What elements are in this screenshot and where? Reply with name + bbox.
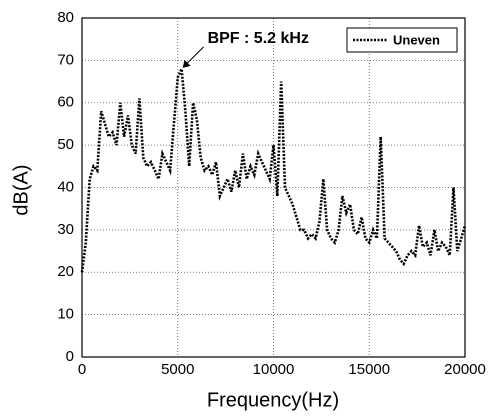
y-tick-label: 70	[57, 51, 74, 68]
x-tick-label: 15000	[348, 361, 390, 378]
y-tick-label: 20	[57, 263, 74, 280]
y-tick-label: 50	[57, 136, 74, 153]
y-tick-label: 60	[57, 94, 74, 111]
y-axis-label: dB(A)	[10, 164, 32, 215]
y-tick-label: 0	[66, 348, 74, 365]
x-tick-label: 20000	[444, 361, 486, 378]
x-tick-label: 10000	[253, 361, 295, 378]
legend-label: Uneven	[393, 32, 440, 47]
x-tick-label: 0	[78, 361, 86, 378]
plot-frame	[81, 17, 466, 358]
y-tick-label: 10	[57, 306, 74, 323]
x-axis-label: Frequency(Hz)	[207, 389, 339, 411]
annotation-arrowhead	[182, 59, 191, 68]
y-tick-label: 40	[57, 178, 74, 195]
y-tick-label: 30	[57, 221, 74, 238]
annotation: BPF : 5.2 kHz	[208, 30, 309, 47]
line-series	[80, 63, 467, 273]
x-tick-label: 5000	[161, 361, 194, 378]
y-tick-label: 80	[57, 9, 74, 26]
